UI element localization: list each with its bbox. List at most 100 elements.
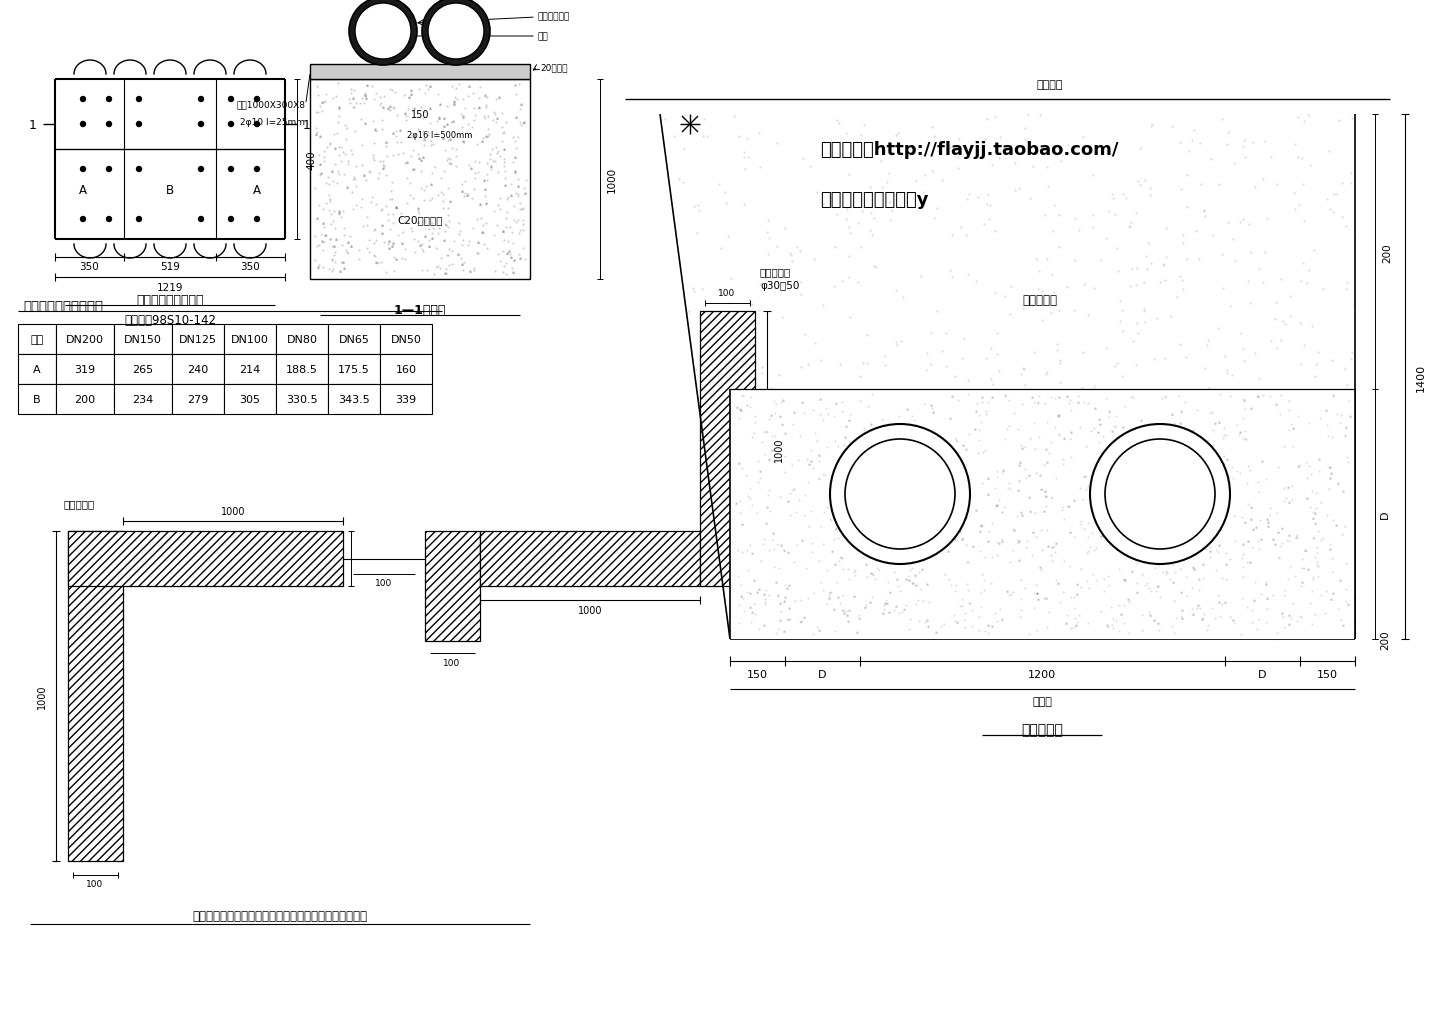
Circle shape: [845, 439, 955, 549]
Bar: [310, 79, 530, 280]
Bar: [276, 384, 328, 415]
Bar: [276, 325, 328, 355]
Text: B: B: [166, 183, 174, 197]
Text: DN150: DN150: [124, 334, 161, 344]
Circle shape: [81, 167, 85, 172]
Bar: [68, 532, 122, 861]
Bar: [225, 325, 276, 355]
Circle shape: [107, 167, 111, 172]
Circle shape: [829, 425, 971, 565]
Bar: [225, 384, 276, 415]
Bar: [328, 355, 380, 384]
Text: 聚氨酯保温层: 聚氨酯保温层: [539, 12, 570, 21]
Text: 1: 1: [302, 118, 311, 131]
Text: 钢板1000X300X8: 钢板1000X300X8: [236, 101, 305, 109]
Circle shape: [255, 217, 259, 222]
Bar: [171, 325, 225, 355]
Text: 400: 400: [307, 150, 315, 169]
Circle shape: [199, 98, 203, 102]
Text: 160: 160: [396, 365, 416, 375]
Text: 319: 319: [75, 365, 95, 375]
Circle shape: [199, 217, 203, 222]
Circle shape: [137, 217, 141, 222]
Text: D: D: [1380, 511, 1390, 519]
Circle shape: [81, 122, 85, 127]
Bar: [114, 325, 171, 355]
Bar: [225, 355, 276, 384]
Text: 20号槽钢: 20号槽钢: [540, 63, 567, 72]
Text: 1219: 1219: [157, 282, 183, 292]
Text: B: B: [33, 394, 40, 405]
Bar: [19, 384, 56, 415]
Text: 100: 100: [719, 289, 736, 299]
Circle shape: [137, 98, 141, 102]
Circle shape: [107, 122, 111, 127]
Bar: [380, 355, 432, 384]
Bar: [276, 355, 328, 384]
Bar: [380, 325, 432, 355]
Text: 519: 519: [160, 262, 180, 272]
Bar: [114, 355, 171, 384]
Text: 350: 350: [240, 262, 259, 272]
Text: 做法参见98S10-142: 做法参见98S10-142: [124, 313, 216, 326]
Text: 200: 200: [75, 394, 95, 405]
Text: 1400: 1400: [1416, 364, 1426, 391]
Text: 回填土夯实: 回填土夯实: [1022, 293, 1057, 306]
Text: DN100: DN100: [230, 334, 269, 344]
Text: D: D: [818, 669, 827, 680]
Bar: [19, 325, 56, 355]
Text: 339: 339: [396, 394, 416, 405]
Text: 265: 265: [132, 365, 154, 375]
Text: 2φ16 l=500mm: 2φ16 l=500mm: [408, 130, 472, 140]
Text: 1200: 1200: [1028, 669, 1056, 680]
Text: 地面标高: 地面标高: [1037, 79, 1063, 90]
Circle shape: [1104, 439, 1215, 549]
Text: 350: 350: [79, 262, 99, 272]
Text: C20号混凝土: C20号混凝土: [397, 215, 442, 225]
Text: 两根管固定支墩尺寸表: 两根管固定支墩尺寸表: [23, 300, 104, 312]
Text: 1000: 1000: [577, 605, 602, 615]
Text: 305: 305: [239, 394, 261, 405]
Bar: [380, 384, 432, 415]
Text: 1—1剖面图: 1—1剖面图: [393, 304, 446, 316]
Text: A: A: [79, 183, 86, 197]
Bar: [310, 65, 530, 79]
Text: 150: 150: [1316, 669, 1338, 680]
Text: 管道安装时在直埋敷设拐弯处内外侧部位应加碎泡沫塑料: 管道安装时在直埋敷设拐弯处内外侧部位应加碎泡沫塑料: [193, 910, 367, 922]
Text: 279: 279: [187, 394, 209, 405]
Text: A: A: [33, 365, 40, 375]
Text: A: A: [253, 183, 261, 197]
Text: DN200: DN200: [66, 334, 104, 344]
Text: 本店域名：http://flayjj.taobao.com/: 本店域名：http://flayjj.taobao.com/: [819, 141, 1119, 159]
Circle shape: [422, 0, 490, 66]
Circle shape: [348, 0, 418, 66]
Text: 1000: 1000: [775, 437, 783, 462]
Text: 槽底宽: 槽底宽: [1032, 696, 1053, 706]
Circle shape: [137, 167, 141, 172]
Circle shape: [137, 122, 141, 127]
Text: 水管: 水管: [539, 33, 549, 42]
Bar: [19, 355, 56, 384]
Text: 150: 150: [410, 110, 429, 120]
Bar: [171, 384, 225, 415]
Text: 100: 100: [376, 579, 393, 588]
Text: DN65: DN65: [338, 334, 370, 344]
Text: 碎泡沫塑料: 碎泡沫塑料: [63, 498, 94, 508]
Bar: [480, 532, 700, 586]
Text: 343.5: 343.5: [338, 394, 370, 405]
Circle shape: [81, 217, 85, 222]
Text: DN80: DN80: [287, 334, 317, 344]
Text: 234: 234: [132, 394, 154, 405]
Circle shape: [107, 217, 111, 222]
Text: 100: 100: [444, 658, 461, 666]
Text: 2φ10 l=25mm: 2φ10 l=25mm: [240, 117, 305, 126]
Text: 1000: 1000: [37, 684, 48, 708]
Text: 150: 150: [746, 669, 768, 680]
Text: 240: 240: [187, 365, 209, 375]
Text: φ30～50: φ30～50: [760, 280, 799, 290]
Bar: [68, 532, 343, 586]
Text: 175.5: 175.5: [338, 365, 370, 375]
Text: 100: 100: [86, 879, 104, 889]
Bar: [171, 355, 225, 384]
Circle shape: [255, 122, 259, 127]
